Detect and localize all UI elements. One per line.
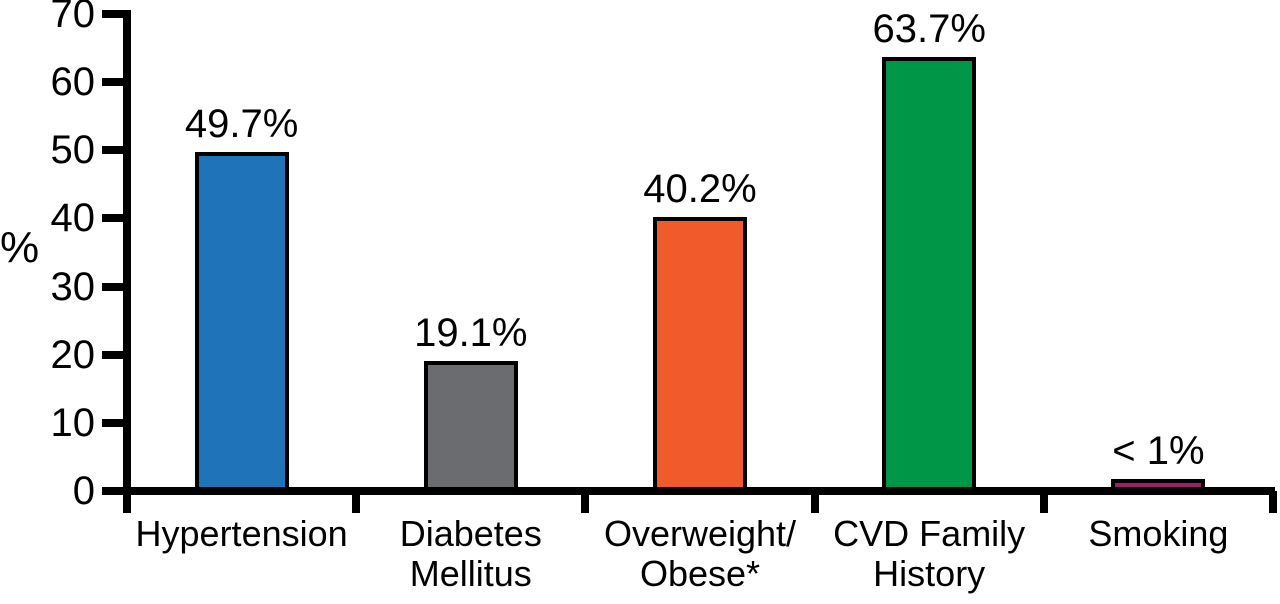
y-tick — [102, 78, 127, 87]
category-label-line: Diabetes — [399, 513, 542, 554]
y-tick — [102, 214, 127, 223]
category-label-line: Smoking — [1088, 513, 1229, 554]
category-label-line: Overweight/ — [603, 513, 797, 554]
y-tick-label: 50 — [50, 128, 96, 173]
x-tick — [810, 491, 819, 513]
category-label: Diabetes Mellitus — [356, 514, 585, 594]
category-label-line: CVD Family — [833, 513, 1026, 554]
category-label-line: History — [873, 553, 986, 594]
bar — [882, 57, 977, 491]
y-axis-line — [123, 10, 131, 513]
bar-value-label: 63.7% — [872, 7, 986, 51]
category-label-line: Hypertension — [135, 513, 348, 554]
y-tick — [102, 487, 127, 495]
bar — [1111, 479, 1206, 491]
bar-value-label: < 1% — [1112, 429, 1205, 473]
bar — [423, 361, 518, 491]
y-tick — [102, 350, 127, 359]
y-axis-title: % — [0, 223, 40, 272]
bar-value-label: 19.1% — [414, 311, 528, 355]
category-label-line: Obese* — [639, 553, 761, 594]
bar-value-label: 40.2% — [643, 167, 757, 211]
y-tick-label: 40 — [50, 196, 96, 241]
y-tick-label: 30 — [50, 264, 96, 309]
bar-value-label: 49.7% — [184, 102, 299, 146]
y-tick — [102, 418, 127, 427]
x-tick — [352, 491, 361, 513]
y-tick-label: 70 — [50, 0, 96, 37]
category-label: Overweight/Obese* — [585, 514, 814, 594]
y-tick-label: 60 — [50, 60, 96, 105]
bar — [194, 152, 289, 491]
x-tick — [1269, 491, 1277, 513]
x-tick — [581, 491, 590, 513]
y-tick-label: 10 — [50, 400, 96, 445]
y-tick — [102, 10, 127, 19]
category-label: Hypertension — [127, 514, 356, 554]
y-tick — [102, 146, 127, 155]
category-label-line: Mellitus — [409, 553, 532, 594]
x-axis-line — [108, 487, 1275, 495]
y-tick-label: 0 — [72, 469, 95, 513]
x-tick — [1039, 491, 1048, 513]
y-tick-label: 20 — [50, 332, 96, 377]
bar — [653, 217, 747, 491]
category-label: Smoking — [1044, 514, 1273, 554]
y-tick — [102, 282, 127, 291]
category-label: CVD Family History — [815, 514, 1044, 594]
